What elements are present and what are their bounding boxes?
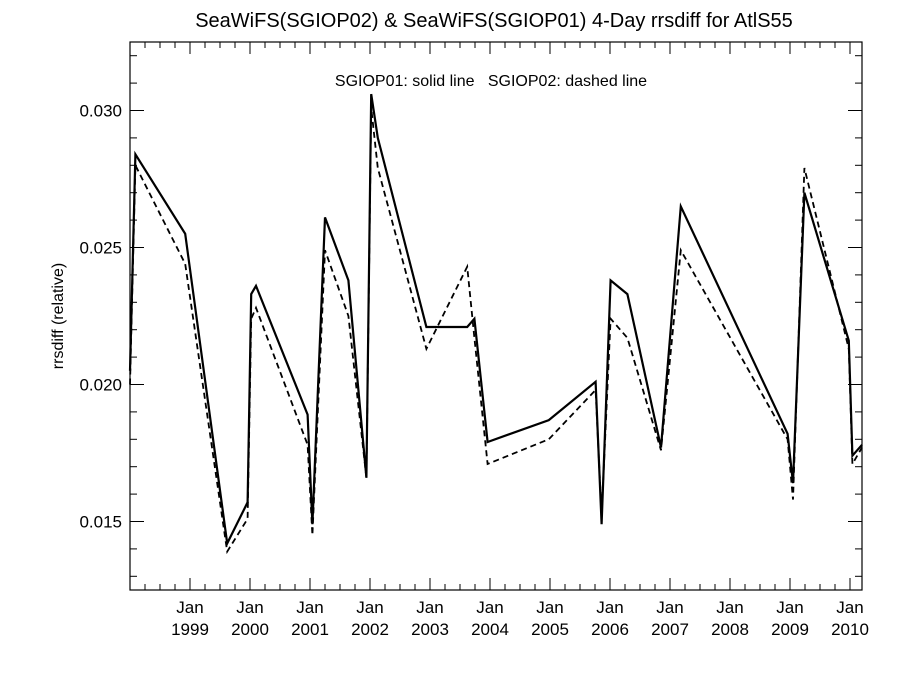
y-tick-label: 0.020: [79, 376, 122, 395]
x-tick-label-year: 2002: [351, 620, 389, 639]
x-tick-label-month: Jan: [596, 598, 623, 617]
series-line-sgiop02: [129, 107, 863, 555]
x-tick-label-year: 2003: [411, 620, 449, 639]
chart-title: SeaWiFS(SGIOP02) & SeaWiFS(SGIOP01) 4-Da…: [195, 10, 793, 32]
series-line-sgiop01: [128, 93, 863, 548]
x-tick-label-month: Jan: [176, 598, 203, 617]
x-tick-label-year: 2001: [291, 620, 329, 639]
x-tick-label-month: Jan: [476, 598, 503, 617]
x-tick-label-month: Jan: [656, 598, 683, 617]
x-tick-label-month: Jan: [416, 598, 443, 617]
y-tick-label: 0.025: [79, 239, 122, 258]
x-tick-label-month: Jan: [236, 598, 263, 617]
axis-ticks: Jan 1999 Jan 2000 Jan 2001 Jan 2002 Jan 2003 Jan 20…: [79, 42, 869, 639]
x-tick-label-year: 2010: [831, 620, 869, 639]
plot-frame: [129, 41, 863, 591]
y-tick-label: 0.030: [79, 102, 122, 121]
y-tick-label: 0.015: [79, 513, 122, 532]
x-tick-label-month: Jan: [836, 598, 863, 617]
x-tick-label-month: Jan: [776, 598, 803, 617]
series-group: [128, 93, 863, 555]
x-tick-label-month: Jan: [356, 598, 383, 617]
x-tick-label-year: 2009: [771, 620, 809, 639]
x-tick-label-year: 2004: [471, 620, 509, 639]
x-tick-label-month: Jan: [296, 598, 323, 617]
x-tick-label-month: Jan: [536, 598, 563, 617]
x-tick-label-month: Jan: [716, 598, 743, 617]
x-tick-label-year: 2000: [231, 620, 269, 639]
x-tick-label-year: 2005: [531, 620, 569, 639]
x-tick-label-year: 2006: [591, 620, 629, 639]
y-axis-label: rrsdiff (relative): [50, 263, 67, 369]
legend-annotation: SGIOP01: solid line SGIOP02: dashed line: [335, 73, 647, 90]
x-tick-label-year: 1999: [171, 620, 209, 639]
x-tick-label-year: 2008: [711, 620, 749, 639]
plot-border: [129, 41, 863, 591]
x-tick-label-year: 2007: [651, 620, 689, 639]
